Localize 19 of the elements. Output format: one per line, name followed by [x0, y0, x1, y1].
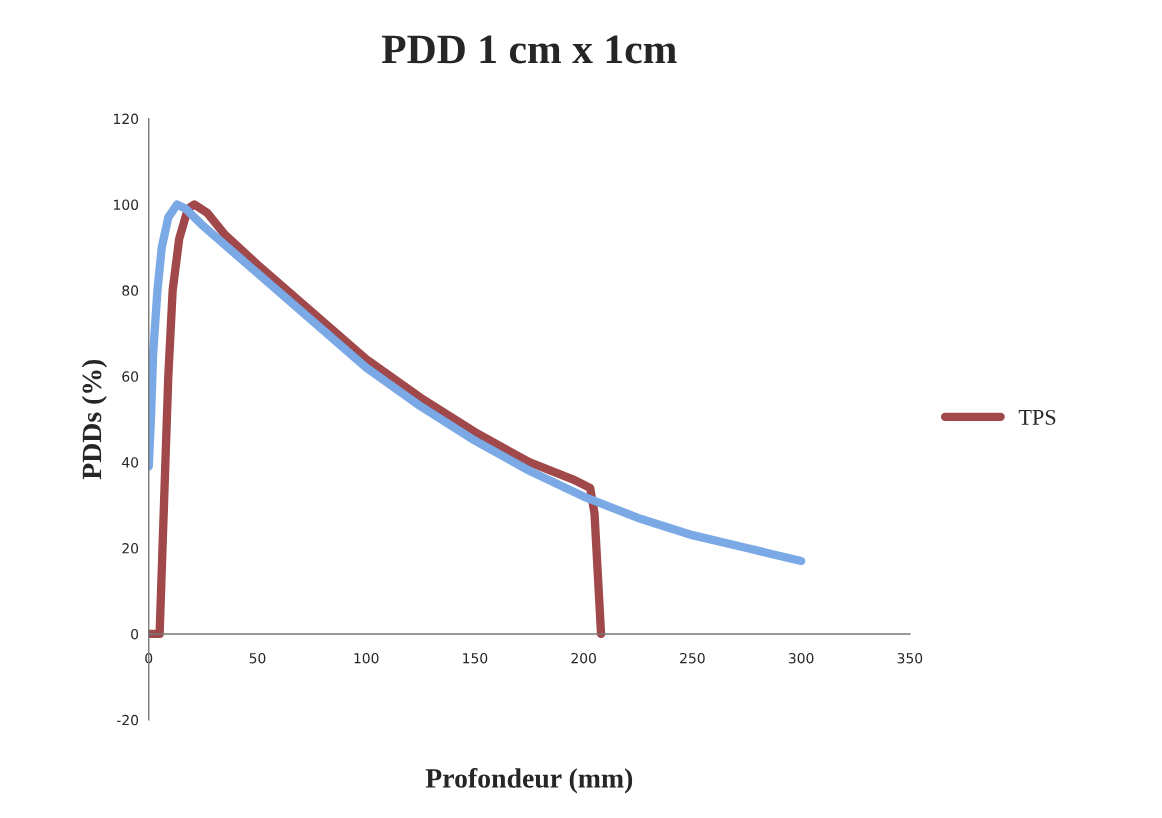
chart-title: PDD 1 cm x 1cm: [381, 35, 677, 64]
y-tick-label: 60: [122, 371, 139, 382]
x-tick-label: 200: [571, 652, 596, 664]
x-tick-label: 350: [897, 652, 923, 664]
x-tick-label: 50: [249, 652, 266, 664]
x-tick-label: 100: [354, 652, 379, 664]
legend-label: TPS: [1018, 409, 1056, 425]
y-tick-label: -20: [117, 714, 139, 726]
y-tick-label: 0: [131, 628, 139, 640]
y-tick-label: 120: [114, 113, 139, 125]
x-tick-label: 250: [680, 652, 705, 664]
y-tick-label: 80: [122, 285, 139, 296]
x-axis-title: Profondeur (mm): [425, 767, 633, 794]
y-tick-label: 20: [122, 543, 139, 554]
y-tick-label: 100: [114, 199, 139, 210]
x-tick-label: 150: [463, 652, 488, 664]
x-tick-label: 300: [788, 652, 814, 664]
y-tick-label: 40: [122, 457, 139, 468]
y-axis-title: PDDs (%): [81, 359, 107, 480]
